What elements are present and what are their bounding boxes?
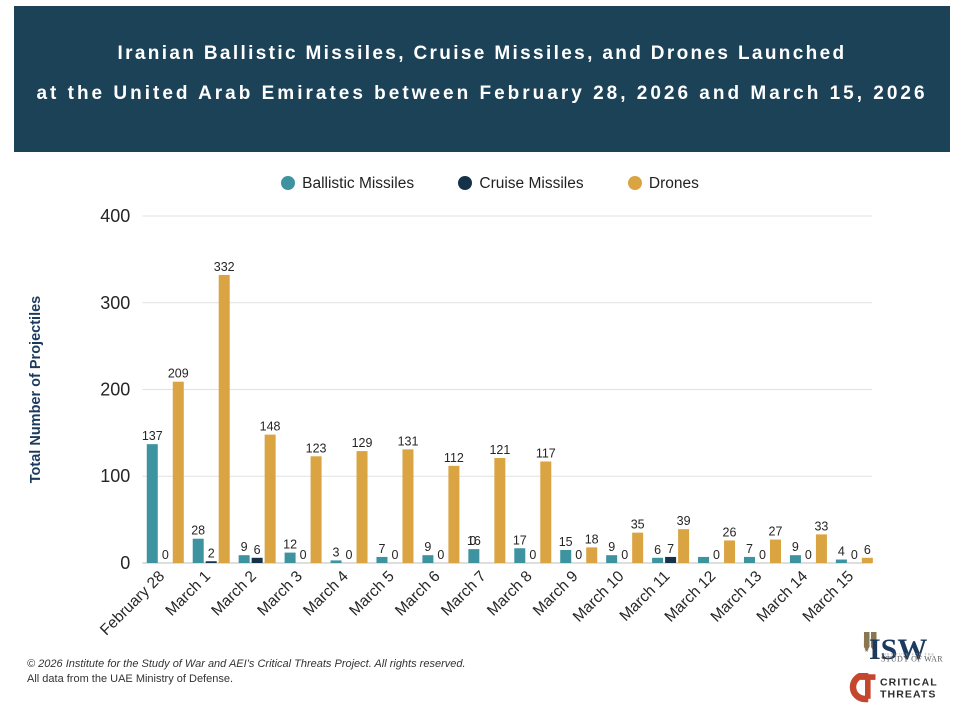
svg-text:March 1: March 1 [162, 568, 214, 620]
svg-text:0: 0 [300, 548, 307, 562]
svg-text:6: 6 [654, 543, 661, 557]
svg-text:33: 33 [814, 519, 828, 533]
svg-text:0: 0 [392, 548, 399, 562]
svg-text:7: 7 [667, 542, 674, 556]
svg-text:35: 35 [631, 518, 645, 532]
svg-text:0: 0 [469, 534, 476, 548]
svg-text:0: 0 [346, 548, 353, 562]
svg-text:4: 4 [838, 545, 845, 559]
svg-text:6: 6 [864, 543, 871, 557]
svg-text:332: 332 [214, 260, 235, 274]
svg-text:March 4: March 4 [300, 568, 352, 620]
svg-text:9: 9 [241, 540, 248, 554]
svg-text:March 7: March 7 [438, 568, 490, 620]
svg-text:300: 300 [100, 293, 130, 313]
svg-text:0: 0 [759, 548, 766, 562]
svg-text:400: 400 [100, 206, 130, 226]
svg-text:3: 3 [333, 545, 340, 559]
svg-text:100: 100 [100, 466, 130, 486]
svg-text:STUDY OF WAR: STUDY OF WAR [881, 655, 943, 664]
svg-text:0: 0 [162, 548, 169, 562]
svg-text:0: 0 [621, 548, 628, 562]
svg-text:7: 7 [379, 542, 386, 556]
svg-text:0: 0 [575, 548, 582, 562]
svg-text:39: 39 [677, 514, 691, 528]
svg-text:February 28: February 28 [97, 568, 168, 639]
svg-text:15: 15 [559, 535, 573, 549]
svg-text:121: 121 [489, 443, 510, 457]
svg-text:0: 0 [805, 548, 812, 562]
svg-text:March 6: March 6 [392, 568, 444, 620]
svg-text:123: 123 [306, 441, 327, 455]
svg-text:112: 112 [444, 451, 464, 465]
svg-text:209: 209 [168, 367, 189, 381]
svg-text:0: 0 [851, 548, 858, 562]
svg-text:28: 28 [191, 524, 205, 538]
svg-text:March 10: March 10 [570, 568, 628, 626]
svg-text:THREATS: THREATS [880, 689, 937, 701]
svg-text:March 8: March 8 [484, 568, 536, 620]
svg-text:Total Number of Projectiles: Total Number of Projectiles [28, 296, 44, 483]
svg-text:129: 129 [352, 436, 373, 450]
svg-text:9: 9 [608, 540, 615, 554]
svg-text:117: 117 [536, 447, 556, 461]
svg-text:2: 2 [208, 546, 215, 560]
svg-text:17: 17 [513, 533, 527, 547]
svg-text:27: 27 [769, 525, 783, 539]
svg-text:200: 200 [100, 380, 130, 400]
svg-text:26: 26 [723, 525, 737, 539]
svg-text:12: 12 [283, 538, 297, 552]
svg-text:0: 0 [529, 548, 536, 562]
svg-text:131: 131 [398, 434, 419, 448]
svg-text:0: 0 [437, 548, 444, 562]
svg-text:9: 9 [792, 540, 799, 554]
svg-text:March 2: March 2 [208, 568, 260, 620]
svg-text:March 15: March 15 [800, 568, 858, 626]
svg-text:7: 7 [746, 542, 753, 556]
svg-text:18: 18 [585, 532, 599, 546]
svg-text:0: 0 [120, 553, 130, 573]
svg-text:CRITICAL: CRITICAL [880, 677, 938, 689]
svg-text:6: 6 [254, 543, 261, 557]
svg-text:March 5: March 5 [346, 568, 398, 620]
svg-text:137: 137 [142, 429, 163, 443]
svg-text:148: 148 [260, 420, 281, 434]
svg-text:9: 9 [424, 540, 431, 554]
svg-text:0: 0 [713, 548, 720, 562]
svg-text:March 3: March 3 [254, 568, 306, 620]
